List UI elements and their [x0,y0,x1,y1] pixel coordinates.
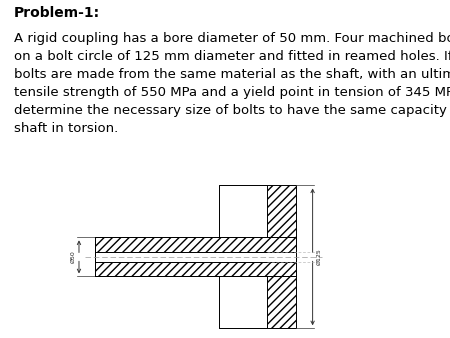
Text: Ø125: Ø125 [316,248,321,265]
Bar [219,186,297,328]
Bar [95,252,297,262]
Bar [219,186,267,237]
Text: A rigid coupling has a bore diameter of 50 mm. Four machined bolts
on a bolt cir: A rigid coupling has a bore diameter of … [14,32,450,135]
Bar [95,237,297,252]
Text: Problem-1:: Problem-1: [14,6,99,20]
Bar [95,262,297,276]
Text: Ø50: Ø50 [70,250,75,263]
Bar [219,276,267,328]
